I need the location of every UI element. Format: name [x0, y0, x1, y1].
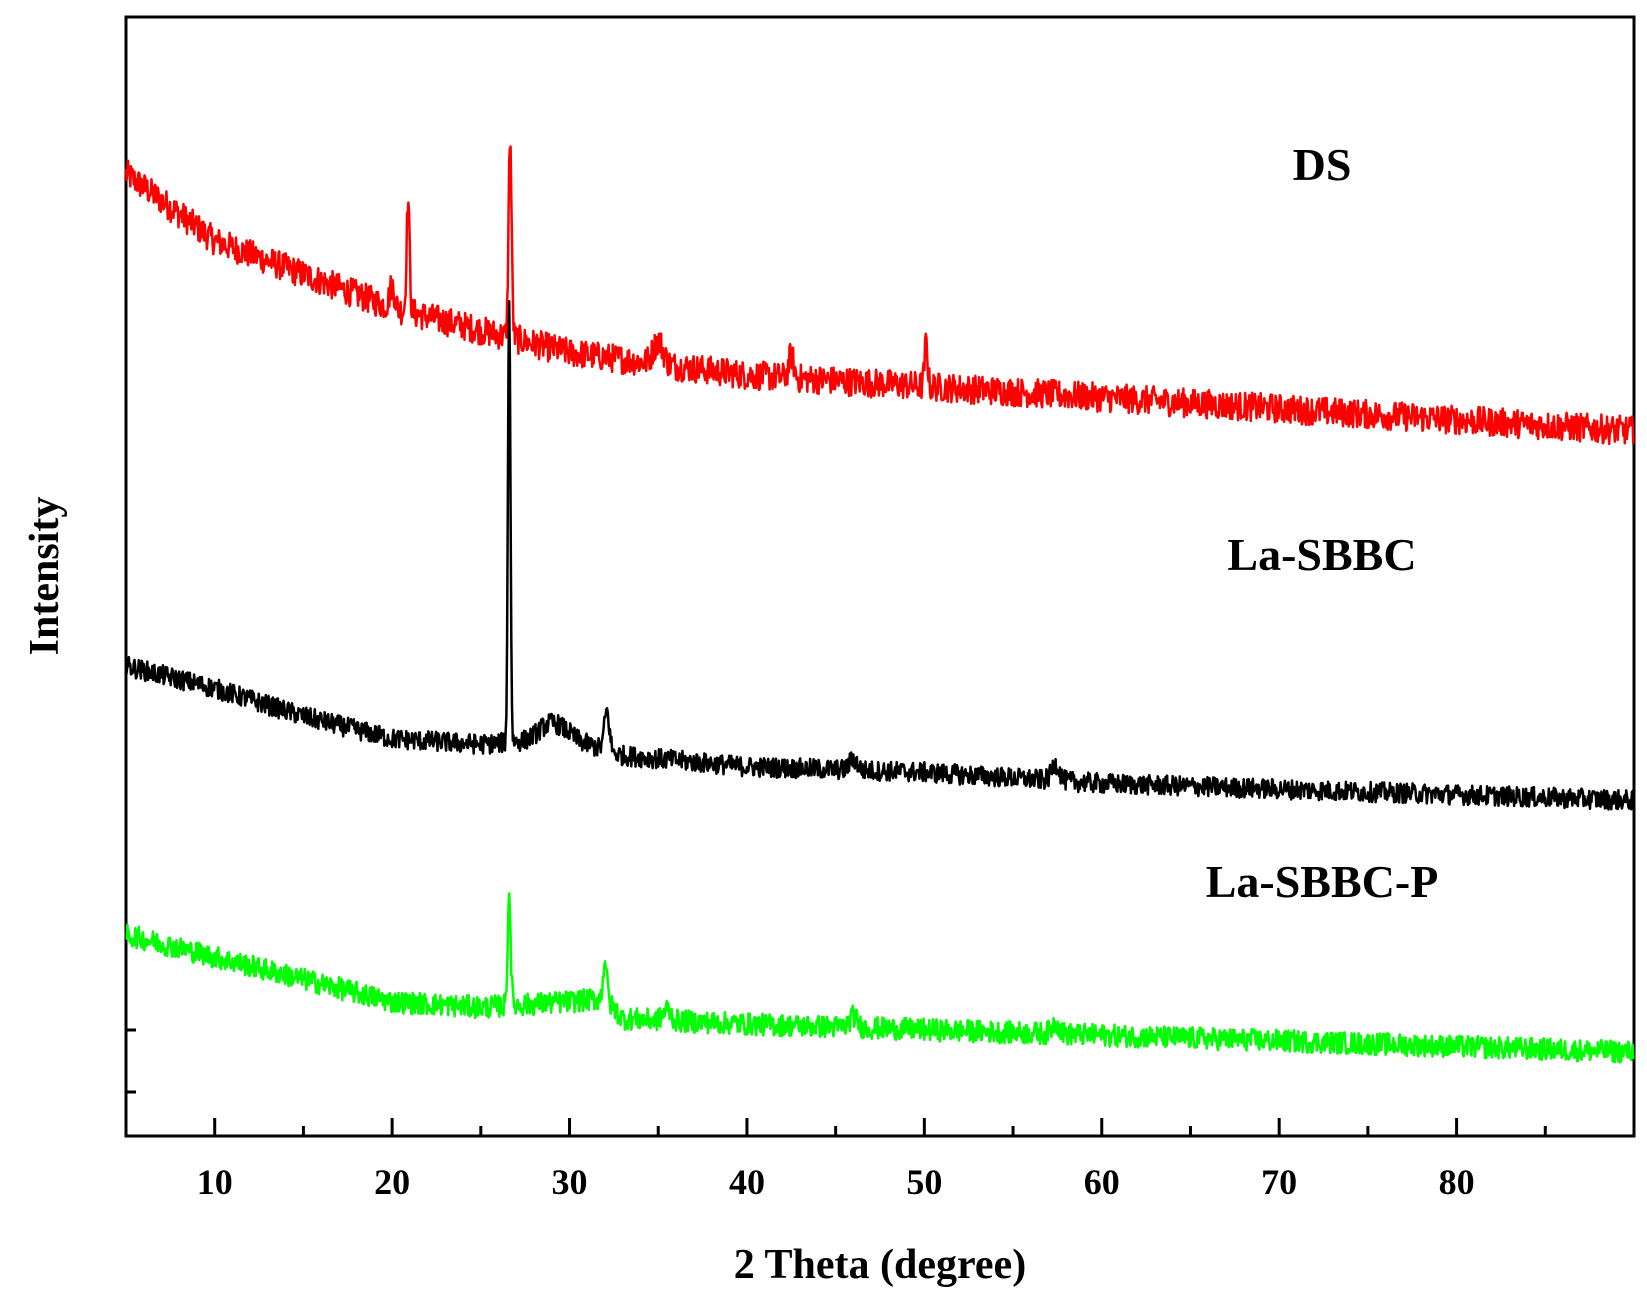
- series-label-ds: DS: [1293, 139, 1352, 190]
- series-label-la-sbbc: La-SBBC: [1227, 529, 1416, 580]
- y-axis-label: Intensity: [22, 497, 68, 656]
- x-tick-label: 70: [1261, 1162, 1297, 1202]
- x-tick-label: 40: [729, 1162, 765, 1202]
- series-line-la-sbbc: [124, 300, 1635, 811]
- x-tick-label: 20: [374, 1162, 410, 1202]
- series-labels: DS La-SBBC La-SBBC-P: [1206, 139, 1439, 907]
- series-line-la-sbbc-p: [125, 892, 1635, 1064]
- x-tick-label: 50: [906, 1162, 942, 1202]
- plot-frame: [124, 15, 1636, 1138]
- x-tick-label: 80: [1439, 1162, 1475, 1202]
- x-axis-label: 2 Theta (degree): [734, 1242, 1026, 1288]
- x-axis-ticks: 10 20 30 40 50 60 70 80: [124, 1028, 1636, 1202]
- series-label-la-sbbc-p: La-SBBC-P: [1206, 856, 1439, 907]
- x-tick-label: 60: [1084, 1162, 1120, 1202]
- series-layer: [124, 145, 1635, 1064]
- series-line-ds: [124, 145, 1635, 446]
- x-tick-label: 10: [197, 1162, 233, 1202]
- x-tick-label: 30: [552, 1162, 588, 1202]
